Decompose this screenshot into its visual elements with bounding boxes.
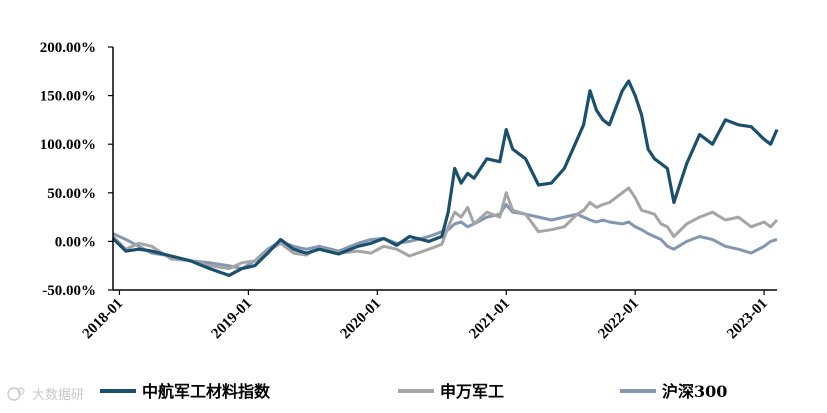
x-tick-label: 2019-01 <box>209 296 256 343</box>
watermark: 大数据研 <box>7 387 84 403</box>
legend: 中航军工材料指数 申万军工 沪深300 <box>100 382 727 401</box>
legend-label-2: 申万军工 <box>440 382 504 401</box>
x-axis-tick-labels: 2018-01 2019-01 2020-01 2021-01 2022-01 2023-… <box>80 296 771 343</box>
x-tick-label: 2020-01 <box>337 296 384 343</box>
watermark-text: 大数据研 <box>32 388 84 403</box>
series-line-1 <box>111 79 779 277</box>
x-tick-label: 2022-01 <box>595 296 642 343</box>
y-axis-tick-labels: 200.00% 150.00% 100.00% 50.00% 0.00% -50.00% <box>40 40 96 299</box>
x-tick-label: 2021-01 <box>466 296 513 343</box>
series-line-2 <box>111 186 779 271</box>
y-tick-label: 200.00% <box>40 40 96 56</box>
legend-label-1: 中航军工材料指数 <box>142 382 271 401</box>
y-tick-label: 150.00% <box>40 89 96 105</box>
x-tick-label: 2018-01 <box>80 296 127 343</box>
y-tick-label: -50.00% <box>42 283 96 299</box>
x-tick-label: 2023-01 <box>724 296 771 343</box>
y-tick-label: 100.00% <box>40 137 96 153</box>
y-tick-label: 50.00% <box>47 186 96 202</box>
plot-area <box>111 79 779 277</box>
axes <box>108 46 777 295</box>
legend-label-3: 沪深300 <box>662 382 727 401</box>
y-tick-label: 0.00% <box>55 234 96 250</box>
logo-icon <box>7 387 25 401</box>
